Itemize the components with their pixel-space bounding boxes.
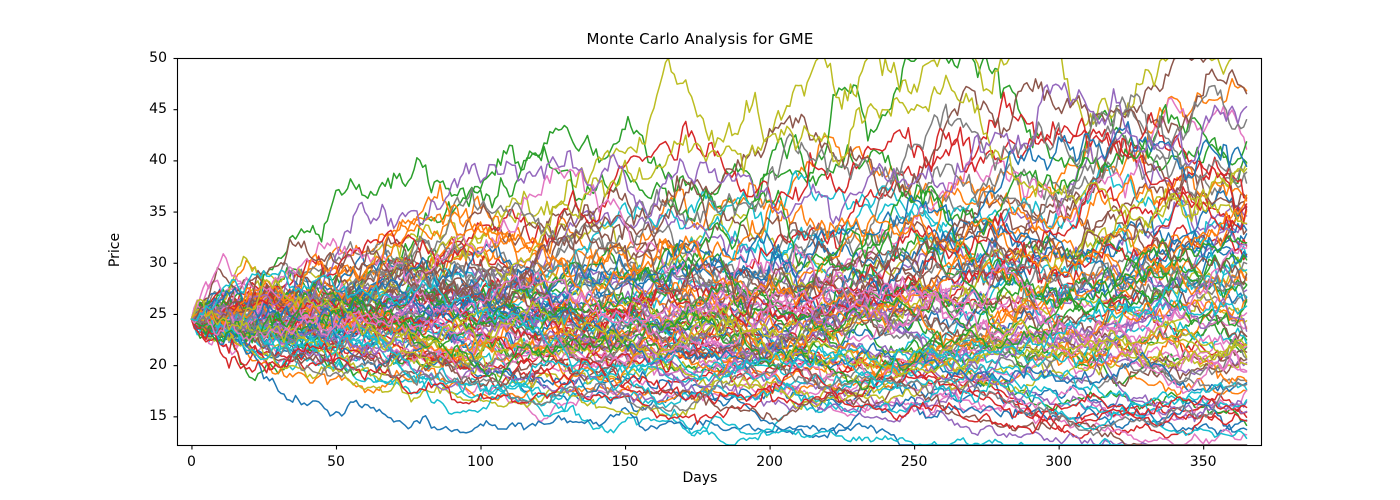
simulation-path [190, 112, 1248, 328]
x-tick-label: 150 [611, 454, 639, 470]
simulation-path [190, 317, 1248, 445]
y-tick-label: 20 [149, 357, 167, 374]
x-tick-label: 0 [186, 454, 196, 470]
simulation-path [190, 235, 1248, 391]
simulation-path [190, 301, 1248, 383]
y-tick-label: 15 [149, 408, 167, 425]
simulation-path [190, 279, 1248, 376]
simulation-path [190, 68, 1248, 327]
simulation-path [190, 167, 1248, 373]
simulation-path [190, 84, 1248, 328]
simulation-path [190, 120, 1248, 330]
x-tick-label: 200 [756, 454, 783, 470]
chart-title: Monte Carlo Analysis for GME [586, 30, 814, 48]
simulation-path [190, 263, 1248, 395]
axis-ticks [173, 57, 1205, 450]
y-tick-label: 35 [149, 203, 167, 220]
x-tick-label: 100 [467, 454, 494, 470]
y-tick-label: 30 [149, 254, 167, 271]
simulation-path [190, 82, 1248, 322]
x-tick-label: 350 [1189, 454, 1217, 470]
simulation-path [190, 269, 1248, 391]
simulation-path [190, 96, 1248, 327]
y-axis-label: Price [107, 232, 123, 267]
x-tick-label: 50 [327, 454, 345, 470]
x-axis-label: Days [682, 470, 718, 486]
simulation-path [190, 246, 1248, 369]
simulation-path [190, 243, 1248, 349]
simulation-path [190, 313, 1248, 431]
simulation-path [190, 292, 1248, 427]
simulation-path [190, 304, 1248, 437]
simulation-path [190, 217, 1248, 324]
simulation-path [190, 258, 1248, 385]
simulation-path [190, 209, 1248, 394]
simulation-path [190, 265, 1248, 423]
y-tick-label: 50 [149, 50, 167, 66]
simulation-paths [190, 58, 1248, 445]
simulation-path [190, 209, 1248, 423]
plot-border [176, 57, 1263, 447]
y-tick-label: 45 [149, 101, 167, 118]
simulation-path [190, 306, 1248, 445]
x-tick-label: 300 [1045, 454, 1073, 470]
simulation-path [190, 103, 1248, 323]
y-tick-label: 25 [149, 305, 167, 322]
simulation-path [190, 244, 1248, 357]
axes-frame [176, 57, 1263, 447]
simulation-path [190, 314, 1248, 413]
simulation-path [190, 297, 1248, 403]
x-tick-label: 250 [900, 454, 928, 470]
y-tick-label: 40 [149, 152, 167, 169]
simulation-path [190, 74, 1248, 382]
